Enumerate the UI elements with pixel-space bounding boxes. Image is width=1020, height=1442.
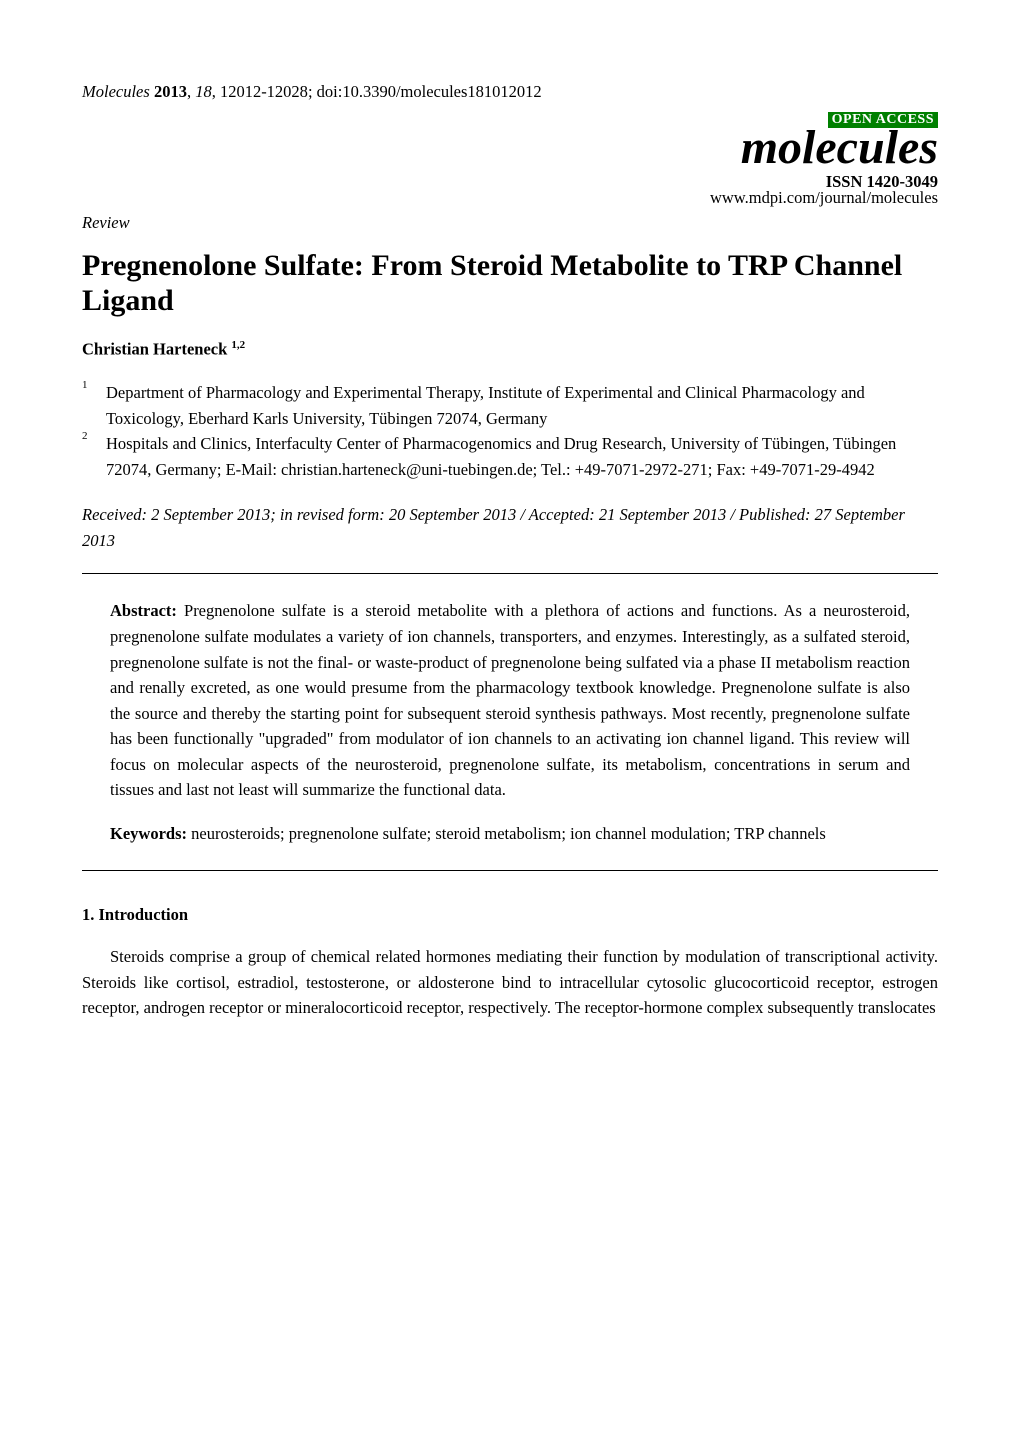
citation-pages: 12012-12028 xyxy=(220,82,308,101)
intro-paragraph: Steroids comprise a group of chemical re… xyxy=(82,944,938,1021)
affiliation-text: Department of Pharmacology and Experimen… xyxy=(106,380,938,431)
article-type: Review xyxy=(82,215,938,232)
affiliations: 1 Department of Pharmacology and Experim… xyxy=(82,380,938,482)
citation-volume: 18 xyxy=(195,82,212,101)
citation-sep3: ; xyxy=(308,82,317,101)
abstract-block: Abstract: Pregnenolone sulfate is a ster… xyxy=(82,574,938,870)
keywords-paragraph: Keywords: neurosteroids; pregnenolone su… xyxy=(110,821,910,847)
affiliation-text: Hospitals and Clinics, Interfaculty Cent… xyxy=(106,431,938,482)
author-name: Christian Harteneck xyxy=(82,340,227,359)
abstract-paragraph: Abstract: Pregnenolone sulfate is a ster… xyxy=(110,598,910,803)
citation-year: 2013 xyxy=(154,82,187,101)
citation-journal: Molecules xyxy=(82,82,150,101)
author-sup: 1,2 xyxy=(231,339,245,351)
citation-sep1: , xyxy=(187,82,195,101)
abstract-text: Pregnenolone sulfate is a steroid metabo… xyxy=(110,601,910,799)
rule-bottom xyxy=(82,870,938,871)
journal-url: www.mdpi.com/journal/molecules xyxy=(82,190,938,207)
abstract-label: Abstract: xyxy=(110,601,177,620)
journal-logo: molecules xyxy=(82,124,938,172)
affiliation-1: 1 Department of Pharmacology and Experim… xyxy=(82,380,938,431)
author-line: Christian Harteneck 1,2 xyxy=(82,340,938,358)
citation-sep2: , xyxy=(212,82,220,101)
keywords-text: neurosteroids; pregnenolone sulfate; ste… xyxy=(191,824,826,843)
keywords-label: Keywords: xyxy=(110,824,187,843)
affiliation-num: 2 xyxy=(82,428,106,479)
citation-doi: doi:10.3390/molecules181012012 xyxy=(317,82,542,101)
affiliation-2: 2 Hospitals and Clinics, Interfaculty Ce… xyxy=(82,431,938,482)
citation-line: Molecules 2013, 18, 12012-12028; doi:10.… xyxy=(82,84,938,101)
section-heading-introduction: 1. Introduction xyxy=(82,907,938,924)
affiliation-num: 1 xyxy=(82,377,106,428)
article-dates: Received: 2 September 2013; in revised f… xyxy=(82,502,938,553)
article-title: Pregnenolone Sulfate: From Steroid Metab… xyxy=(82,249,938,318)
